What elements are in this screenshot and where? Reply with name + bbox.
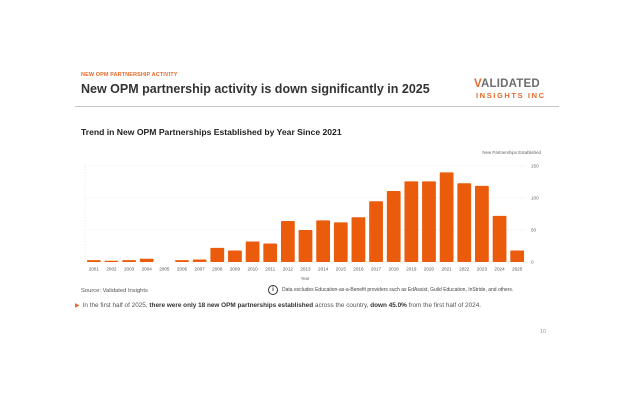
x-tick-label: 2013 [300, 267, 311, 272]
bar-2014 [316, 220, 331, 262]
takeaway-bold-1: there were only 18 new OPM partnerships … [149, 302, 314, 309]
y-tick-label: 150 [531, 164, 539, 169]
bar-2006 [175, 260, 189, 262]
bar-2016 [351, 217, 366, 262]
x-tick-label: 2008 [212, 267, 223, 272]
bar-2009 [228, 250, 242, 262]
bar-2023 [475, 185, 489, 262]
x-tick-label: 2022 [459, 267, 470, 272]
x-tick-label: 2018 [389, 267, 400, 272]
y-tick-labels: 0 50 100 150 [531, 164, 539, 265]
bar-2010 [245, 241, 260, 262]
chart-title: Trend in New OPM Partnerships Establishe… [81, 127, 342, 137]
bar-2007 [192, 259, 207, 262]
company-logo: VALIDATED INSIGHTS INC [474, 78, 554, 102]
bar-2003 [122, 260, 136, 262]
bar-2024 [492, 215, 507, 262]
x-axis-label: Year [301, 276, 310, 281]
x-tick-label: 2006 [177, 267, 188, 272]
section-kicker: NEW OPM PARTNERSHIP ACTIVITY [81, 72, 178, 78]
bar-2020 [422, 181, 436, 262]
page-title: New OPM partnership activity is down sig… [81, 82, 430, 96]
x-tick-label: 2015 [336, 267, 347, 272]
x-tick-label: 2004 [142, 267, 153, 272]
bars [86, 172, 525, 262]
y-axis-label: New Partnerships Established [482, 150, 541, 155]
bar-2002 [104, 260, 119, 262]
page-number: 10 [540, 329, 547, 335]
takeaway-mid: across the country, [313, 302, 371, 309]
bar-2001 [86, 260, 101, 262]
x-tick-label: 2001 [89, 267, 100, 272]
bar-2022 [457, 183, 472, 262]
x-tick-label: 2020 [424, 267, 435, 272]
x-tick-label: 2002 [106, 267, 117, 272]
header-divider [75, 106, 559, 107]
bar-2004 [139, 258, 154, 262]
bar-2017 [369, 201, 383, 262]
bar-2019 [404, 181, 419, 262]
x-tick-label: 2014 [318, 267, 329, 272]
x-tick-label: 2010 [247, 267, 258, 272]
x-tick-label: 2012 [283, 267, 294, 272]
logo-text-line1: ALIDATED [481, 78, 540, 90]
bar-2021 [439, 172, 454, 262]
y-tick-label: 50 [531, 228, 537, 233]
x-tick-label: 2016 [353, 267, 364, 272]
x-tick-label: 2005 [159, 267, 170, 272]
data-note: i Data excludes Education-as-a-Benefit p… [268, 285, 513, 295]
source-text: Source: Validated Insights [81, 288, 148, 294]
x-tick-label: 2017 [371, 267, 382, 272]
bar-2008 [210, 247, 225, 262]
x-tick-label: 2003 [124, 267, 135, 272]
info-icon: i [268, 285, 278, 295]
bar-2025 [510, 250, 525, 262]
takeaway-bold-2: down 45.0% [370, 302, 407, 309]
bar-2011 [263, 243, 278, 262]
bar-2012 [280, 221, 295, 262]
bar-2015 [333, 222, 348, 262]
bar-2013 [298, 230, 313, 262]
x-tick-label: 2019 [406, 267, 417, 272]
bar-2018 [386, 190, 401, 262]
x-tick-label: 2023 [477, 267, 488, 272]
key-takeaway: ▶ In the first half of 2025, there were o… [75, 302, 481, 309]
y-tick-label: 100 [531, 196, 539, 201]
triangle-right-icon: ▶ [75, 303, 80, 309]
x-tick-label: 2024 [494, 267, 505, 272]
y-tick-label: 0 [531, 260, 534, 265]
logo-v: V [474, 78, 482, 90]
x-tick-label: 2007 [195, 267, 206, 272]
logo-text-line2: INSIGHTS INC [476, 91, 546, 100]
x-tick-label: 2009 [230, 267, 241, 272]
data-note-text: Data excludes Education-as-a-Benefit pro… [282, 287, 514, 293]
x-tick-label: 2021 [442, 267, 453, 272]
x-tick-label: 2011 [265, 267, 275, 272]
takeaway-post: from the first half of 2024. [406, 302, 482, 309]
takeaway-pre: In the first half of 2025, [82, 302, 150, 309]
x-tick-labels: 2001 2002 2003 2004 2005 2006 2007 2008 2009 2010… [89, 267, 523, 272]
x-tick-label: 2025 [512, 267, 523, 272]
